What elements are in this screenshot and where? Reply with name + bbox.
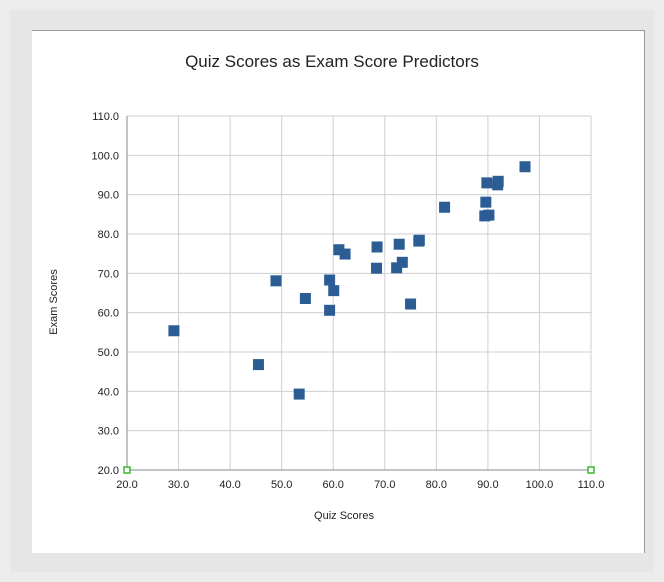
grid [127,115,592,470]
x-tick-label: 50.0 [271,479,292,491]
data-point [252,359,264,371]
data-point [168,325,180,337]
data-point [405,298,417,310]
x-tick-label: 70.0 [374,479,395,491]
corner-markers [123,466,595,474]
data-point [439,201,451,213]
x-tick-label: 60.0 [323,479,344,491]
x-tick-label: 40.0 [219,479,240,491]
axes [126,116,591,471]
data-point [393,238,405,250]
data-point [391,262,403,274]
data-point [483,209,495,221]
chart-title: Quiz Scores as Exam Score Predictors [185,52,479,71]
data-point [480,196,492,208]
data-point [270,275,282,287]
tick-labels: 20.0 30.0 40.0 50.0 60.0 70.0 80.0 90.0 100.0 110… [91,111,604,491]
y-tick-label: 50.0 [98,347,119,359]
data-point [492,175,504,187]
data-point [371,262,383,274]
y-tick-label: 20.0 [98,465,119,477]
data-point [371,241,383,253]
axis-end-marker [587,466,595,474]
x-tick-label: 30.0 [168,479,189,491]
y-tick-label: 100.0 [91,150,119,162]
data-point [293,388,305,400]
data-point [328,285,340,297]
y-tick-label: 60.0 [98,308,119,320]
x-tick-label: 110.0 [578,479,605,491]
x-axis-title: Quiz Scores [314,510,374,522]
y-tick-label: 30.0 [98,426,119,438]
x-tick-label: 100.0 [526,479,554,491]
axis-end-marker [123,466,131,474]
data-point [413,234,425,246]
y-axis-title: Exam Scores [48,269,60,335]
data-points [168,161,531,400]
y-tick-label: 40.0 [98,386,119,398]
x-tick-label: 20.0 [116,479,137,491]
data-point [324,274,336,286]
data-point [396,256,408,268]
x-tick-label: 90.0 [477,479,498,491]
data-point [324,304,336,316]
data-point [333,244,345,256]
x-tick-label: 80.0 [426,479,447,491]
y-tick-label: 70.0 [98,268,119,280]
data-point [519,161,531,173]
y-tick-label: 110.0 [92,111,119,123]
y-tick-label: 90.0 [98,190,119,202]
data-point [299,293,311,305]
data-point [481,177,493,189]
data-point [339,248,351,260]
y-tick-label: 80.0 [98,229,119,241]
